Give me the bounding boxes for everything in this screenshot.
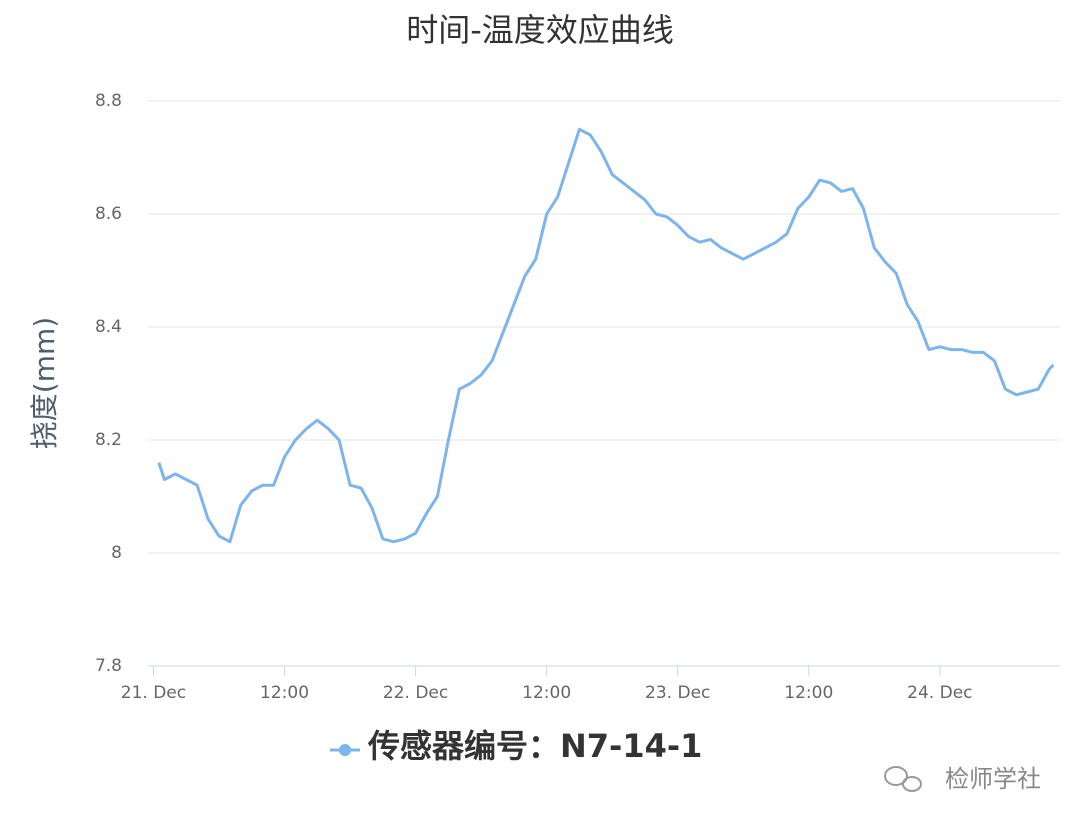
watermark-icon — [884, 766, 922, 792]
y-tick-label: 7.8 — [95, 656, 122, 676]
y-axis-label: 挠度(mm) — [28, 317, 61, 449]
legend-marker — [339, 744, 351, 756]
legend-label: 传感器编号：N7-14-1 — [367, 727, 702, 765]
chart-title: 时间-温度效应曲线 — [406, 11, 674, 49]
x-tick-label: 12:00 — [522, 683, 571, 703]
y-tick-label: 8.8 — [95, 91, 122, 111]
line — [157, 127, 1055, 544]
x-tick-label: 12:00 — [260, 683, 309, 703]
y-tick-label: 8 — [111, 543, 122, 563]
x-tick-label: 21. Dec — [121, 683, 186, 703]
y-tick-label: 8.6 — [95, 204, 122, 224]
watermark: 检师学社 — [945, 765, 1041, 793]
x-tick-label: 24. Dec — [907, 683, 972, 703]
x-tick-label: 23. Dec — [645, 683, 710, 703]
x-tick-label: 12:00 — [784, 683, 833, 703]
y-tick-label: 8.4 — [95, 317, 122, 337]
x-tick-label: 22. Dec — [383, 683, 448, 703]
y-tick-label: 8.2 — [95, 430, 122, 450]
